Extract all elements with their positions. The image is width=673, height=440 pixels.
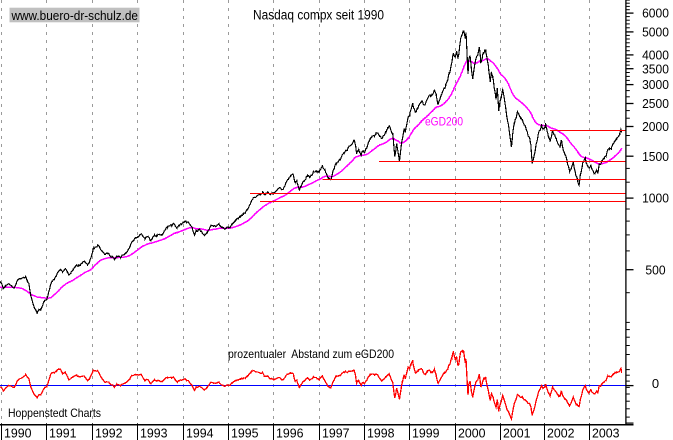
svg-text:eGD200: eGD200 — [425, 116, 463, 128]
svg-text:2002: 2002 — [547, 425, 575, 440]
svg-text:1996: 1996 — [276, 425, 304, 440]
svg-text:www.buero-dr-schulz.de: www.buero-dr-schulz.de — [11, 8, 138, 23]
svg-text:5000: 5000 — [642, 25, 669, 40]
svg-text:500: 500 — [645, 262, 665, 277]
svg-text:2001: 2001 — [503, 425, 531, 440]
svg-text:1999: 1999 — [412, 425, 440, 440]
svg-text:2000: 2000 — [458, 425, 486, 440]
svg-text:2000: 2000 — [642, 119, 669, 134]
svg-text:1991: 1991 — [49, 425, 77, 440]
svg-text:prozentualer Abstand zum eGD20: prozentualer Abstand zum eGD200 — [228, 347, 394, 361]
svg-text:1990: 1990 — [4, 425, 32, 440]
svg-text:1997: 1997 — [322, 425, 350, 440]
svg-text:1000: 1000 — [642, 191, 669, 206]
svg-text:2500: 2500 — [642, 96, 669, 111]
svg-text:3500: 3500 — [642, 61, 669, 76]
svg-text:1994: 1994 — [186, 425, 214, 440]
svg-text:4000: 4000 — [642, 48, 669, 63]
svg-text:1992: 1992 — [95, 425, 123, 440]
svg-text:Nasdaq compx seit 1990: Nasdaq compx seit 1990 — [253, 8, 384, 23]
svg-text:1993: 1993 — [140, 425, 168, 440]
svg-text:2003: 2003 — [592, 425, 620, 440]
svg-text:3000: 3000 — [642, 77, 669, 92]
svg-text:1998: 1998 — [367, 425, 395, 440]
svg-text:Hoppenstedt Charts: Hoppenstedt Charts — [8, 406, 101, 420]
svg-text:6000: 6000 — [642, 6, 669, 21]
svg-text:1995: 1995 — [231, 425, 259, 440]
svg-text:0: 0 — [652, 376, 659, 391]
svg-text:1500: 1500 — [642, 149, 669, 164]
